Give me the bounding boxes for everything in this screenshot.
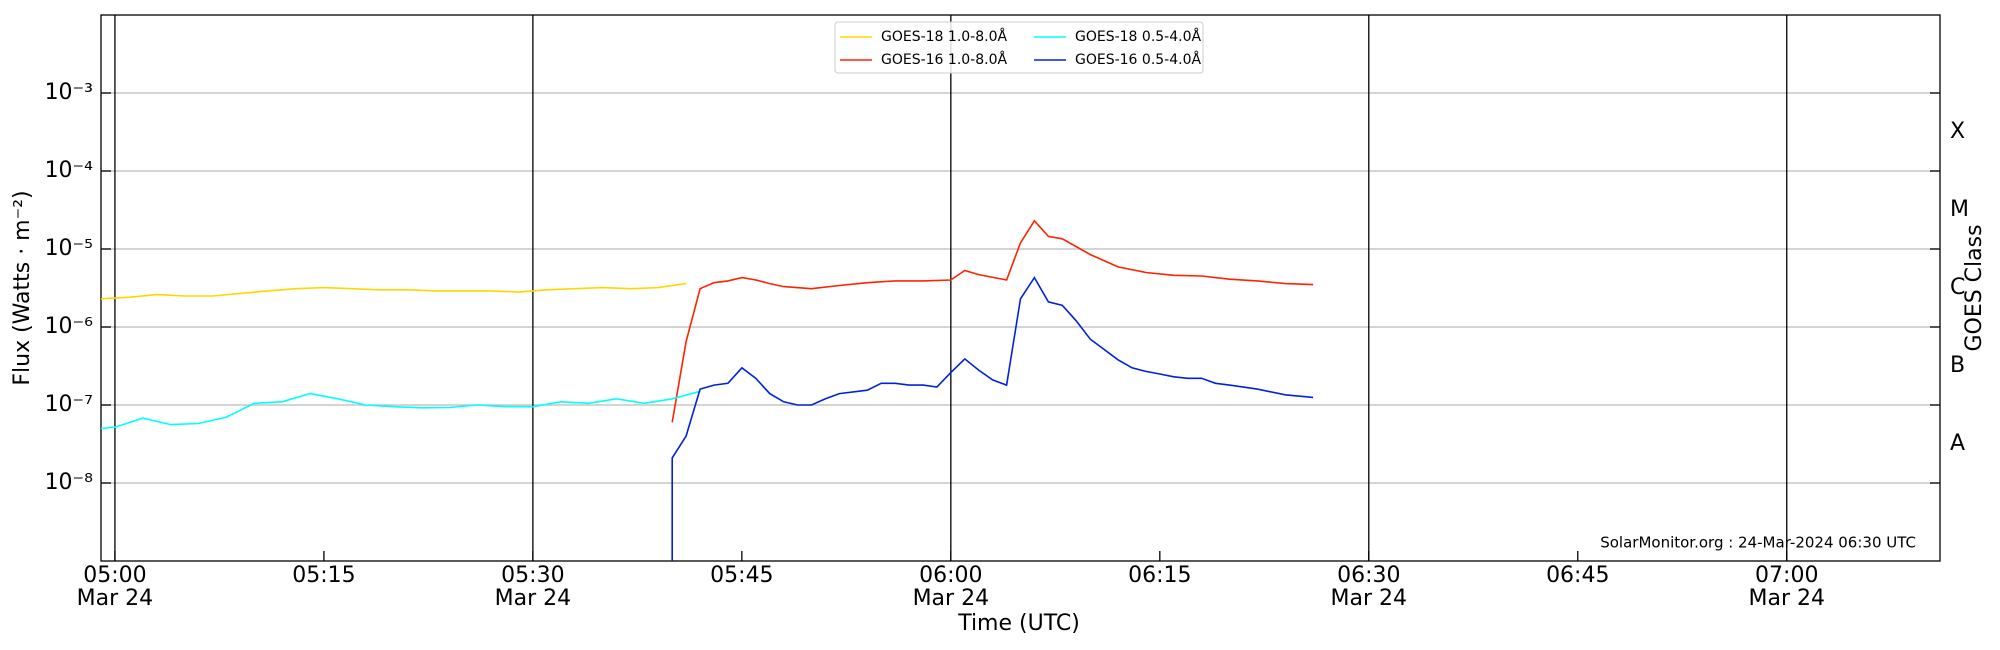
series-line	[100, 390, 701, 430]
x-tick-label: 06:00	[919, 563, 982, 588]
legend-label: GOES-18 0.5-4.0Å	[1075, 28, 1201, 45]
y-tick-label: 10⁻³	[45, 80, 93, 105]
x-axis-label: Time (UTC)	[957, 611, 1080, 636]
x-tick-label: 07:00	[1755, 563, 1818, 588]
legend: GOES-18 1.0-8.0Å GOES-16 1.0-8.0Å GOES-18 …	[834, 21, 1204, 74]
x-tick-label: Mar 24	[77, 586, 154, 611]
y-tick-label: 10⁻⁵	[45, 236, 93, 261]
y-axis-label: Flux (Watts · m⁻²)	[10, 190, 35, 385]
y2-axis-label: GOES Class	[1962, 224, 1987, 351]
x-tick-label: 05:15	[292, 563, 355, 588]
x-tick-label: 05:45	[710, 563, 773, 588]
series-line	[100, 282, 687, 300]
y-tick-label: 10⁻⁴	[45, 158, 94, 183]
legend-label: GOES-18 1.0-8.0Å	[881, 28, 1007, 45]
x-tick-label: 05:00	[83, 563, 146, 588]
x-tick-label: 05:30	[501, 563, 564, 588]
x-tick-label: Mar 24	[495, 586, 572, 611]
y2-tick-label: C	[1950, 275, 1965, 300]
x-tick-label: 06:30	[1337, 563, 1400, 588]
y-tick-label: 10⁻⁷	[45, 392, 93, 417]
legend-label: GOES-16 1.0-8.0Å	[881, 51, 1007, 68]
series-line	[671, 219, 1314, 423]
y2-tick-label: X	[1950, 119, 1965, 144]
x-tick-label: 06:45	[1546, 563, 1609, 588]
x-tick-label: 06:15	[1128, 563, 1191, 588]
legend-box	[834, 21, 1204, 74]
series-line	[671, 276, 1314, 561]
y-tick-label: 10⁻⁶	[45, 314, 94, 339]
x-tick-label: Mar 24	[1331, 586, 1408, 611]
x-tick-label: Mar 24	[913, 586, 990, 611]
plot-frame	[100, 14, 1941, 562]
y-tick-label: 10⁻⁸	[45, 470, 94, 495]
annotation: SolarMonitor.org : 24-Mar-2024 06:30 UTC	[1600, 534, 1916, 552]
y2-tick-label: A	[1950, 431, 1965, 456]
y2-tick-label: B	[1950, 353, 1965, 378]
y2-tick-label: M	[1950, 197, 1969, 222]
legend-label: GOES-16 0.5-4.0Å	[1075, 51, 1201, 68]
x-tick-label: Mar 24	[1749, 586, 1826, 611]
